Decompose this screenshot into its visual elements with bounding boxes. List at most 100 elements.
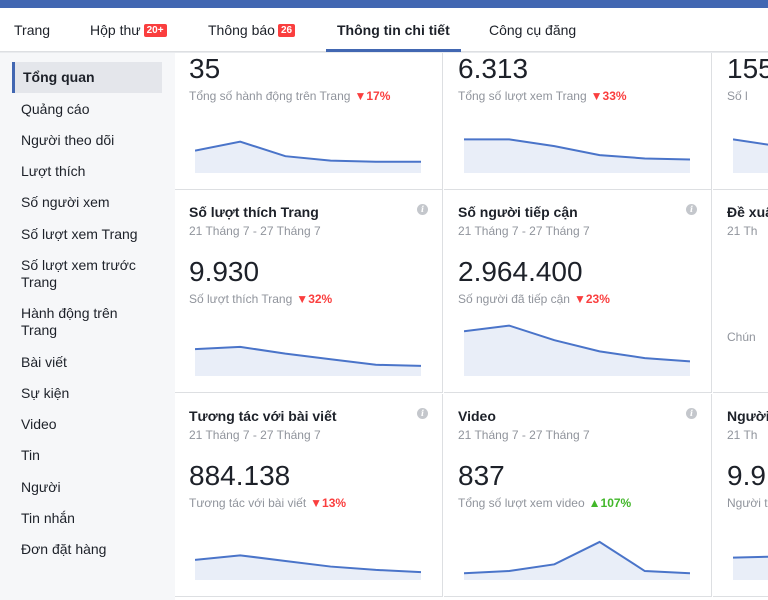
sparkline-area — [464, 325, 690, 376]
metric-title: Người — [727, 408, 768, 424]
metric-delta: ▼23% — [573, 292, 610, 306]
metric-title: Tương tác với bài viết — [189, 408, 337, 424]
metric-subtitle-text: Tương tác với bài viết — [189, 496, 307, 510]
sidebar-item-orders[interactable]: Đơn đặt hàng — [21, 541, 107, 557]
sparkline-chart — [464, 138, 690, 173]
metric-delta-value: 17% — [366, 89, 391, 103]
metric-subtitle-text: Tổng số lượt xem video — [458, 496, 585, 510]
tab-publishing-tools[interactable]: Công cụ đăng — [489, 8, 576, 52]
metric-subtitle-text: Tổng số lượt xem Trang — [458, 89, 587, 103]
metric-card-people[interactable]: Người 21 Th 9.9 Người t — [713, 394, 768, 597]
metric-card-post-engagement[interactable]: Tương tác với bài viết i 21 Tháng 7 - 27… — [175, 394, 443, 597]
sparkline-line — [464, 540, 690, 575]
metric-subtitle: Người t — [727, 496, 768, 510]
info-icon[interactable]: i — [686, 408, 697, 419]
metric-date-range: 21 Tháng 7 - 27 Tháng 7 — [189, 428, 321, 442]
metric-card-video[interactable]: Video i 21 Tháng 7 - 27 Tháng 7 837 Tổng… — [444, 394, 712, 597]
sidebar-item-people[interactable]: Người — [21, 479, 61, 495]
sidebar-item-likes[interactable]: Lượt thích — [21, 163, 86, 179]
sparkline-area — [195, 141, 421, 173]
tab-label: Trang — [14, 22, 51, 38]
metric-value: 837 — [458, 460, 505, 491]
metric-subtitle: Tổng số hành động trên Trang ▼17% — [189, 89, 390, 103]
metric-card-page-actions[interactable]: 35 Tổng số hành động trên Trang ▼17% — [175, 53, 443, 190]
metric-delta-value: 13% — [322, 496, 347, 510]
tab-label: Hộp thư — [90, 22, 141, 38]
sidebar-item-page-previews[interactable]: Số lượt xem trước Trang — [21, 257, 136, 290]
metric-subtitle: Tổng số lượt xem Trang ▼33% — [458, 89, 627, 103]
metric-delta-value: 23% — [585, 292, 610, 306]
notification-count-badge: 26 — [277, 24, 296, 37]
insights-sidebar: Tổng quan Quảng cáo Người theo dõi Lượt … — [0, 53, 175, 600]
sidebar-item-page-actions[interactable]: Hành động trên Trang — [21, 305, 118, 338]
sparkline-line — [733, 138, 768, 146]
top-blue-bar — [0, 0, 768, 8]
metric-subtitle-text: Số lượt thích Trang — [189, 292, 293, 306]
metric-subtitle-text: Tổng số hành động trên Trang — [189, 89, 351, 103]
metric-value: 35 — [189, 53, 221, 84]
metric-delta: ▼32% — [296, 292, 333, 306]
sidebar-item-overview[interactable]: Tổng quan — [12, 62, 162, 93]
sparkline-line — [464, 138, 690, 161]
sidebar-item-page-views[interactable]: Số lượt xem Trang — [21, 226, 138, 242]
sidebar-item-events[interactable]: Sự kiện — [21, 385, 70, 401]
sparkline-chart — [733, 138, 768, 173]
metric-subtitle: Số lượt thích Trang ▼32% — [189, 292, 332, 306]
metric-delta: ▼13% — [310, 496, 347, 510]
metric-card-recommendations[interactable]: Đề xuấ 21 Th Chún — [713, 190, 768, 393]
metric-title: Số lượt thích Trang — [189, 204, 319, 220]
metric-delta: ▼17% — [354, 89, 391, 103]
sparkline-chart — [733, 555, 768, 580]
tab-insights[interactable]: Thông tin chi tiết — [326, 8, 461, 52]
metric-delta-value: 107% — [600, 496, 632, 510]
sidebar-item-followers[interactable]: Người theo dõi — [21, 132, 115, 148]
metric-delta-value: 33% — [602, 89, 627, 103]
metric-card-page-likes[interactable]: Số lượt thích Trang i 21 Tháng 7 - 27 Th… — [175, 190, 443, 393]
metric-card-page-views[interactable]: 6.313 Tổng số lượt xem Trang ▼33% — [444, 53, 712, 190]
metric-card-reach[interactable]: Số người tiếp cận i 21 Tháng 7 - 27 Thán… — [444, 190, 712, 393]
sparkline-chart — [195, 554, 421, 580]
info-icon[interactable]: i — [417, 408, 428, 419]
sidebar-item-ads[interactable]: Quảng cáo — [21, 101, 90, 117]
sparkline-area — [733, 556, 768, 580]
metric-date-range: 21 Tháng 7 - 27 Tháng 7 — [458, 428, 590, 442]
info-icon[interactable]: i — [417, 204, 428, 215]
sidebar-item-viewers[interactable]: Số người xem — [21, 194, 110, 210]
metric-card-partial[interactable]: 155 Số l — [713, 53, 768, 190]
metric-date-range: 21 Tháng 7 - 27 Tháng 7 — [189, 224, 321, 238]
tab-notifications[interactable]: Thông báo 26 — [208, 8, 296, 52]
metric-date-range: 21 Tháng 7 - 27 Tháng 7 — [458, 224, 590, 238]
sparkline-area — [195, 555, 421, 580]
sparkline-chart — [195, 140, 421, 173]
metric-title: Đề xuấ — [727, 204, 768, 220]
insights-overview-panel: 35 Tổng số hành động trên Trang ▼17% 6.31… — [175, 53, 768, 600]
sparkline-chart — [464, 324, 690, 376]
metric-delta-value: 32% — [308, 292, 333, 306]
sparkline-line — [733, 555, 768, 559]
sidebar-item-posts[interactable]: Bài viết — [21, 354, 67, 370]
sparkline-area — [733, 139, 768, 173]
metric-title: Video — [458, 408, 496, 424]
metric-note: Chún — [727, 330, 756, 344]
sidebar-item-messages[interactable]: Tin nhắn — [21, 510, 75, 526]
metric-subtitle: Tương tác với bài viết ▼13% — [189, 496, 346, 510]
sparkline-line — [195, 345, 421, 367]
tab-inbox[interactable]: Hộp thư 20+ — [90, 8, 167, 52]
tab-label: Công cụ đăng — [489, 22, 577, 38]
tab-label: Thông báo — [208, 22, 275, 38]
metric-value: 155 — [727, 53, 768, 84]
metric-subtitle: Số l — [727, 89, 748, 103]
sparkline-area — [195, 346, 421, 376]
metric-delta: ▲107% — [588, 496, 632, 510]
info-icon[interactable]: i — [686, 204, 697, 215]
sparkline-area — [464, 139, 690, 173]
page-tab-bar: Trang Hộp thư 20+ Thông báo 26 Thông tin c… — [0, 8, 768, 52]
metric-date-range: 21 Th — [727, 428, 758, 442]
sidebar-item-stories[interactable]: Tin — [21, 447, 40, 463]
metric-title: Số người tiếp cận — [458, 204, 578, 220]
sidebar-item-videos[interactable]: Video — [21, 416, 57, 432]
metric-subtitle: Tổng số lượt xem video ▲107% — [458, 496, 631, 510]
tab-trang[interactable]: Trang — [14, 8, 50, 52]
sparkline-line — [464, 324, 690, 363]
sparkline-chart — [195, 345, 421, 376]
